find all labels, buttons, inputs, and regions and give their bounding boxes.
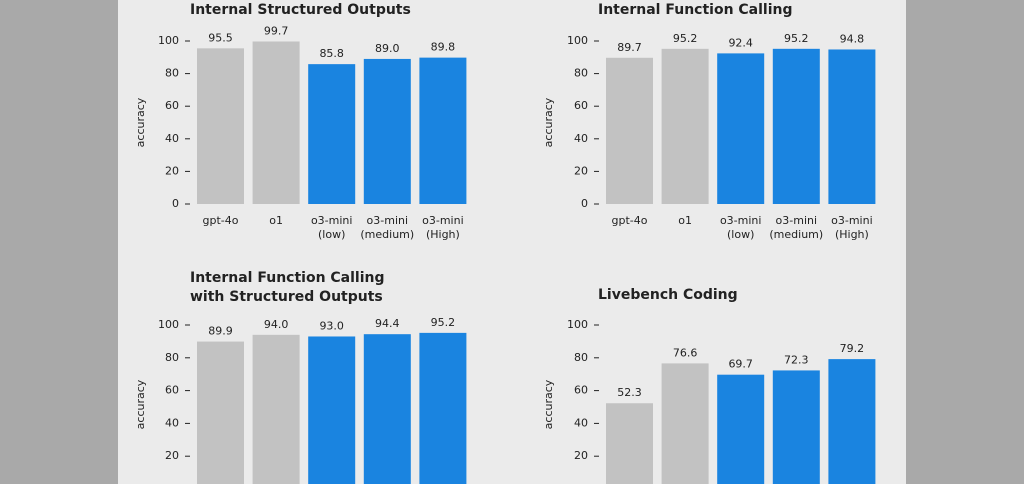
bar — [661, 363, 709, 484]
y-tick-label: 20 — [574, 449, 588, 462]
bar — [606, 57, 653, 204]
y-axis-label: accuracy — [134, 379, 147, 429]
bar — [197, 48, 244, 205]
x-tick-label: o3-mini — [831, 214, 873, 227]
y-tick-label: 20 — [165, 449, 179, 462]
y-axis-label: accuracy — [542, 379, 555, 429]
chart-title: Internal Function Calling — [190, 270, 385, 286]
x-tick-label: (medium) — [360, 228, 414, 241]
y-tick-label: 60 — [574, 99, 588, 112]
y-tick-label: 20 — [574, 164, 588, 177]
bar — [661, 48, 709, 204]
value-label: 89.7 — [617, 41, 642, 54]
bar — [717, 374, 765, 484]
y-tick-label: 80 — [165, 351, 179, 364]
value-label: 79.2 — [840, 342, 865, 355]
bar — [419, 332, 467, 484]
value-label: 94.0 — [264, 318, 289, 331]
y-tick-label: 60 — [574, 384, 588, 397]
y-tick-label: 40 — [165, 416, 179, 429]
bar — [772, 370, 820, 484]
y-tick-label: 100 — [567, 318, 588, 331]
value-label: 89.0 — [375, 42, 400, 55]
value-label: 95.2 — [673, 32, 698, 45]
value-label: 93.0 — [319, 319, 344, 332]
value-label: 99.7 — [264, 24, 289, 37]
bar — [419, 57, 467, 204]
value-label: 95.5 — [208, 31, 233, 44]
y-tick-label: 100 — [567, 34, 588, 47]
y-tick-label: 40 — [165, 132, 179, 145]
x-tick-label: (low) — [318, 228, 345, 241]
bar — [252, 41, 300, 204]
y-tick-label: 80 — [574, 67, 588, 80]
chart-title: with Structured Outputs — [190, 289, 383, 305]
bar — [252, 334, 300, 484]
y-tick-label: 0 — [581, 197, 588, 210]
y-tick-label: 20 — [165, 164, 179, 177]
chart-title: Internal Function Calling — [598, 2, 793, 18]
bar — [363, 58, 411, 205]
chart-title: Livebench Coding — [598, 287, 738, 303]
x-tick-label: o3-mini — [422, 214, 464, 227]
y-tick-label: 40 — [574, 416, 588, 429]
y-tick-label: 60 — [165, 99, 179, 112]
x-tick-label: (low) — [727, 228, 754, 241]
x-tick-label: o3-mini — [720, 214, 762, 227]
value-label: 95.2 — [784, 32, 809, 45]
bar — [197, 341, 244, 484]
x-tick-label: o1 — [678, 214, 692, 227]
value-label: 52.3 — [617, 386, 642, 399]
y-tick-label: 80 — [574, 351, 588, 364]
x-tick-label: gpt-4o — [612, 214, 648, 227]
chart-title: Internal Structured Outputs — [190, 2, 411, 18]
bar — [308, 336, 356, 484]
bar — [606, 403, 653, 484]
y-tick-label: 60 — [165, 384, 179, 397]
bar — [828, 359, 876, 484]
y-axis-label: accuracy — [134, 97, 147, 147]
y-tick-label: 40 — [574, 132, 588, 145]
bar — [717, 53, 765, 204]
value-label: 89.9 — [208, 325, 233, 338]
value-label: 72.3 — [784, 353, 809, 366]
value-label: 94.4 — [375, 317, 400, 330]
value-label: 76.6 — [673, 346, 698, 359]
value-label: 95.2 — [431, 316, 456, 329]
y-tick-label: 0 — [172, 197, 179, 210]
bar — [828, 49, 876, 205]
x-tick-label: (High) — [835, 228, 869, 241]
x-tick-label: o3-mini — [776, 214, 818, 227]
bar — [363, 334, 411, 484]
x-tick-label: o1 — [269, 214, 283, 227]
y-axis-label: accuracy — [542, 97, 555, 147]
y-tick-label: 100 — [158, 34, 179, 47]
x-tick-label: (High) — [426, 228, 460, 241]
value-label: 85.8 — [319, 47, 344, 60]
bar — [308, 64, 356, 205]
value-label: 89.8 — [431, 41, 456, 54]
x-tick-label: o3-mini — [367, 214, 409, 227]
x-tick-label: o3-mini — [311, 214, 353, 227]
x-tick-label: (medium) — [769, 228, 823, 241]
value-label: 94.8 — [840, 32, 865, 45]
value-label: 92.4 — [728, 36, 753, 49]
x-tick-label: gpt-4o — [203, 214, 239, 227]
bar — [772, 48, 820, 204]
y-tick-label: 80 — [165, 67, 179, 80]
value-label: 69.7 — [728, 358, 753, 371]
y-tick-label: 100 — [158, 318, 179, 331]
